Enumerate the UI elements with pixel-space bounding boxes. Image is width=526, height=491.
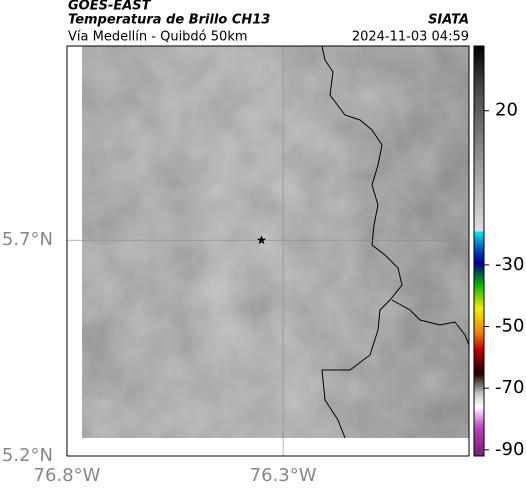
map-frame	[66, 45, 470, 457]
colorbar-tick-label: -90	[495, 439, 524, 460]
y-tick-label: 5.7°N	[2, 229, 53, 250]
source: SIATA	[428, 13, 469, 28]
border	[321, 46, 403, 438]
colorbar-tick-label: -70	[495, 377, 524, 398]
colorbar	[473, 45, 485, 457]
satellite-image	[82, 46, 469, 438]
colorbar-tick-label: -30	[495, 254, 524, 275]
title: GOES-EAST	[68, 0, 152, 14]
x-tick-label: 76.8°W	[34, 465, 101, 486]
colorbar-tick-label: -50	[495, 316, 524, 337]
x-tick-label: 76.3°W	[250, 465, 317, 486]
y-tick-label: 5.2°N	[2, 445, 53, 466]
location-marker	[256, 235, 267, 245]
border	[391, 299, 469, 346]
region: Vía Medellín - Quibdó 50km	[68, 30, 248, 45]
timestamp: 2024-11-03 04:59	[352, 30, 469, 45]
colorbar-tick-label: 20	[495, 100, 518, 121]
subtitle: Temperatura de Brillo CH13	[68, 13, 270, 28]
